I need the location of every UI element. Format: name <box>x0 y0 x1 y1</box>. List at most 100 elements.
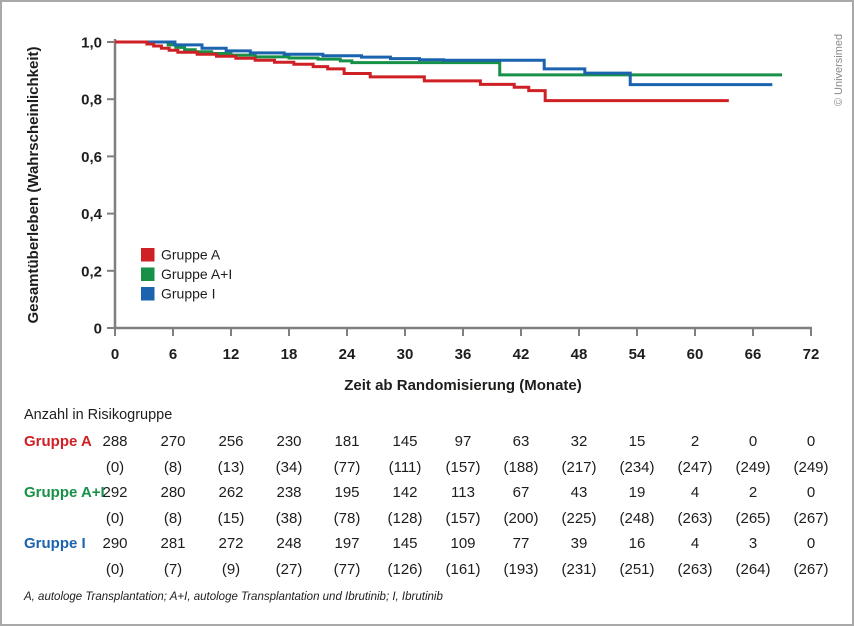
risk-events-value: (9) <box>221 560 241 578</box>
y-tick-label: 1,0 <box>81 35 102 52</box>
survival-curve-gruppe-a-i <box>115 40 782 77</box>
risk-at-risk-value: 77 <box>512 535 530 552</box>
risk-at-risk-value: 113 <box>451 484 475 501</box>
risk-at-risk-value: 280 <box>160 484 186 501</box>
risk-at-risk-value: 256 <box>218 433 244 450</box>
risk-at-risk-value: 32 <box>570 433 588 450</box>
risk-at-risk-value: 248 <box>276 535 302 552</box>
x-tick-label: 54 <box>629 346 646 363</box>
risk-at-risk-value: 262 <box>218 484 244 501</box>
risk-events-value: (13) <box>217 458 245 476</box>
x-tick-label: 48 <box>571 346 588 363</box>
risk-at-risk-value: 19 <box>628 484 646 501</box>
risk-events-value: (126) <box>387 560 423 578</box>
x-axis-title: Zeit ab Randomisierung (Monate) <box>344 377 582 394</box>
risk-events-value: (7) <box>163 560 183 578</box>
risk-at-risk-value: 3 <box>748 535 758 552</box>
risk-at-risk-value: 281 <box>160 535 186 552</box>
legend-swatch <box>141 248 155 262</box>
risk-at-risk-value: 195 <box>334 484 360 501</box>
x-tick-label: 6 <box>169 346 177 363</box>
risk-events-value: (263) <box>677 560 713 578</box>
risk-events-value: (265) <box>735 509 771 527</box>
survival-curve-gruppe-a <box>115 40 729 103</box>
risk-at-risk-value: 238 <box>276 484 302 501</box>
survival-curve-gruppe-i <box>115 40 773 87</box>
risk-events-value: (188) <box>503 458 539 476</box>
copyright-notice: © Universimed <box>829 12 849 127</box>
risk-at-risk-value: 39 <box>570 535 588 552</box>
risk-row-label-gruppe-a-i: Gruppe A+I <box>24 484 105 501</box>
risk-events-value: (248) <box>619 509 655 527</box>
risk-row-label-gruppe-a: Gruppe A <box>24 433 92 450</box>
x-tick-label: 42 <box>513 346 530 363</box>
risk-events-value: (264) <box>735 560 771 578</box>
risk-table-title: Anzahl in Risikogruppe <box>24 407 173 423</box>
x-tick-label: 12 <box>223 346 240 363</box>
risk-at-risk-value: 2 <box>748 484 758 501</box>
risk-at-risk-value: 145 <box>392 535 418 552</box>
y-tick-label: 0,6 <box>81 149 102 166</box>
risk-events-value: (263) <box>677 509 713 527</box>
risk-events-value: (128) <box>387 509 423 527</box>
risk-events-value: (8) <box>163 458 183 476</box>
risk-at-risk-value: 2 <box>690 433 700 450</box>
risk-at-risk-value: 0 <box>806 535 816 552</box>
y-axis-title: Gesamtüberleben (Wahrscheinlichkeit) <box>25 46 42 323</box>
risk-events-value: (225) <box>561 509 597 527</box>
risk-events-value: (34) <box>275 458 303 476</box>
risk-events-value: (234) <box>619 458 655 476</box>
x-tick-label: 24 <box>339 346 356 363</box>
risk-at-risk-value: 290 <box>102 535 128 552</box>
legend-label: Gruppe I <box>161 286 215 302</box>
risk-row-label-gruppe-i: Gruppe I <box>24 535 86 552</box>
risk-at-risk-value: 181 <box>334 433 360 450</box>
x-tick-label: 66 <box>745 346 762 363</box>
legend-label: Gruppe A <box>161 247 221 263</box>
y-tick-label: 0,8 <box>81 92 102 109</box>
x-tick-label: 72 <box>803 346 820 363</box>
legend-swatch <box>141 287 155 301</box>
risk-events-value: (249) <box>735 458 771 476</box>
risk-events-value: (38) <box>275 509 303 527</box>
risk-at-risk-value: 270 <box>160 433 186 450</box>
risk-events-value: (0) <box>105 560 125 578</box>
risk-at-risk-value: 97 <box>454 433 472 450</box>
risk-events-value: (161) <box>445 560 481 578</box>
risk-events-value: (267) <box>793 509 829 527</box>
x-tick-label: 0 <box>111 346 119 363</box>
x-tick-label: 18 <box>281 346 298 363</box>
legend-swatch <box>141 267 155 281</box>
risk-events-value: (231) <box>561 560 597 578</box>
y-tick-label: 0 <box>94 321 102 338</box>
x-tick-label: 30 <box>397 346 414 363</box>
risk-events-value: (0) <box>105 509 125 527</box>
risk-events-value: (8) <box>163 509 183 527</box>
risk-events-value: (157) <box>445 458 481 476</box>
risk-at-risk-value: 16 <box>628 535 646 552</box>
risk-events-value: (77) <box>333 560 361 578</box>
risk-events-value: (77) <box>333 458 361 476</box>
risk-at-risk-value: 67 <box>512 484 530 501</box>
risk-at-risk-value: 0 <box>748 433 758 450</box>
risk-at-risk-value: 63 <box>512 433 530 450</box>
x-tick-label: 60 <box>687 346 704 363</box>
legend-label: Gruppe A+I <box>161 266 232 282</box>
risk-at-risk-value: 4 <box>690 535 700 552</box>
risk-at-risk-value: 142 <box>392 484 418 501</box>
y-tick-label: 0,2 <box>81 263 102 280</box>
risk-events-value: (193) <box>503 560 539 578</box>
risk-events-value: (15) <box>217 509 245 527</box>
risk-events-value: (27) <box>275 560 303 578</box>
risk-events-value: (217) <box>561 458 597 476</box>
risk-events-value: (157) <box>445 509 481 527</box>
risk-events-value: (200) <box>503 509 539 527</box>
risk-at-risk-value: 292 <box>102 484 128 501</box>
y-tick-label: 0,4 <box>81 206 103 223</box>
risk-at-risk-value: 15 <box>628 433 646 450</box>
risk-events-value: (0) <box>105 458 125 476</box>
x-tick-label: 36 <box>455 346 472 363</box>
risk-events-value: (247) <box>677 458 713 476</box>
risk-events-value: (251) <box>619 560 655 578</box>
